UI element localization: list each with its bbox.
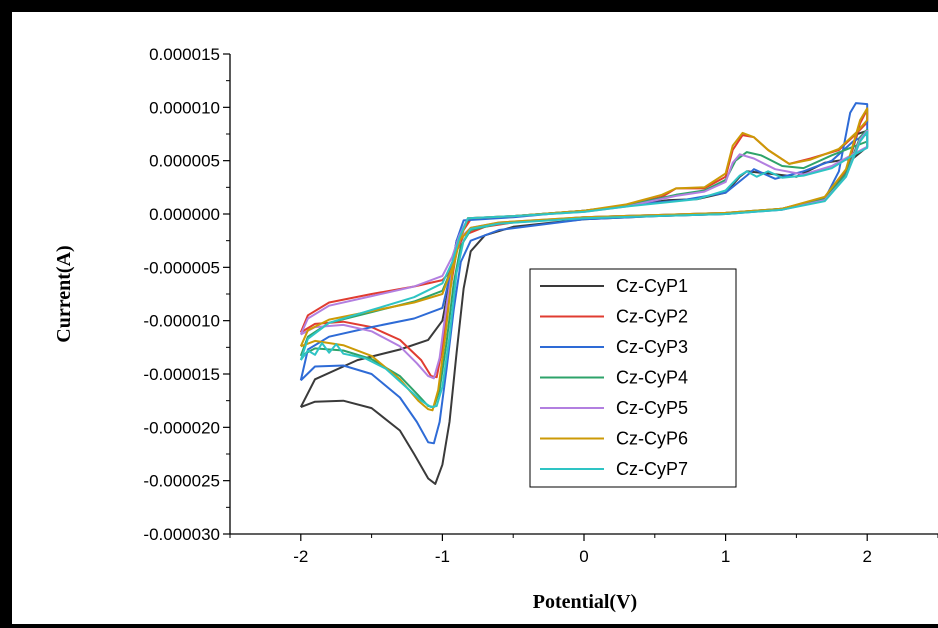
- y-tick-label: -0.000025: [143, 472, 220, 491]
- legend: Cz-CyP1 Cz-CyP2 Cz-CyP3 Cz-CyP4 Cz-CyP5 Cz-Cy…: [529, 268, 737, 488]
- legend-label: Cz-CyP1: [616, 276, 688, 296]
- y-tick-label: -0.000005: [143, 258, 220, 277]
- y-tick-label: 0.000010: [149, 98, 220, 117]
- legend-label: Cz-CyP4: [616, 368, 688, 388]
- x-tick-label: 2: [862, 547, 871, 566]
- legend-label: Cz-CyP2: [616, 307, 688, 327]
- series-layer: [299, 102, 869, 485]
- series-line-7: [299, 130, 869, 409]
- y-tick-label: 0.000015: [149, 45, 220, 64]
- y-tick-label: 0.000000: [149, 205, 220, 224]
- axes: 0.000015 0.000010 0.000005 0.000000 -0.00000…: [143, 45, 938, 566]
- legend-label: Cz-CyP7: [616, 459, 688, 479]
- x-tick-label: 1: [721, 547, 730, 566]
- x-tick-label: -1: [435, 547, 450, 566]
- y-tick-label: -0.000020: [143, 418, 220, 437]
- y-tick-label: 0.000005: [149, 152, 220, 171]
- x-axis-title: Potential(V): [533, 591, 637, 613]
- y-tick-label: -0.000015: [143, 365, 220, 384]
- y-tick-label: -0.000030: [143, 525, 220, 544]
- x-tick-label: -2: [293, 547, 308, 566]
- legend-label: Cz-CyP3: [616, 337, 688, 357]
- legend-label: Cz-CyP5: [616, 398, 688, 418]
- chart-panel: [12, 12, 938, 624]
- y-tick-label: -0.000010: [143, 312, 220, 331]
- x-tick-label: 0: [579, 547, 588, 566]
- y-axis-title: Current(A): [53, 245, 75, 342]
- legend-label: Cz-CyP6: [616, 429, 688, 449]
